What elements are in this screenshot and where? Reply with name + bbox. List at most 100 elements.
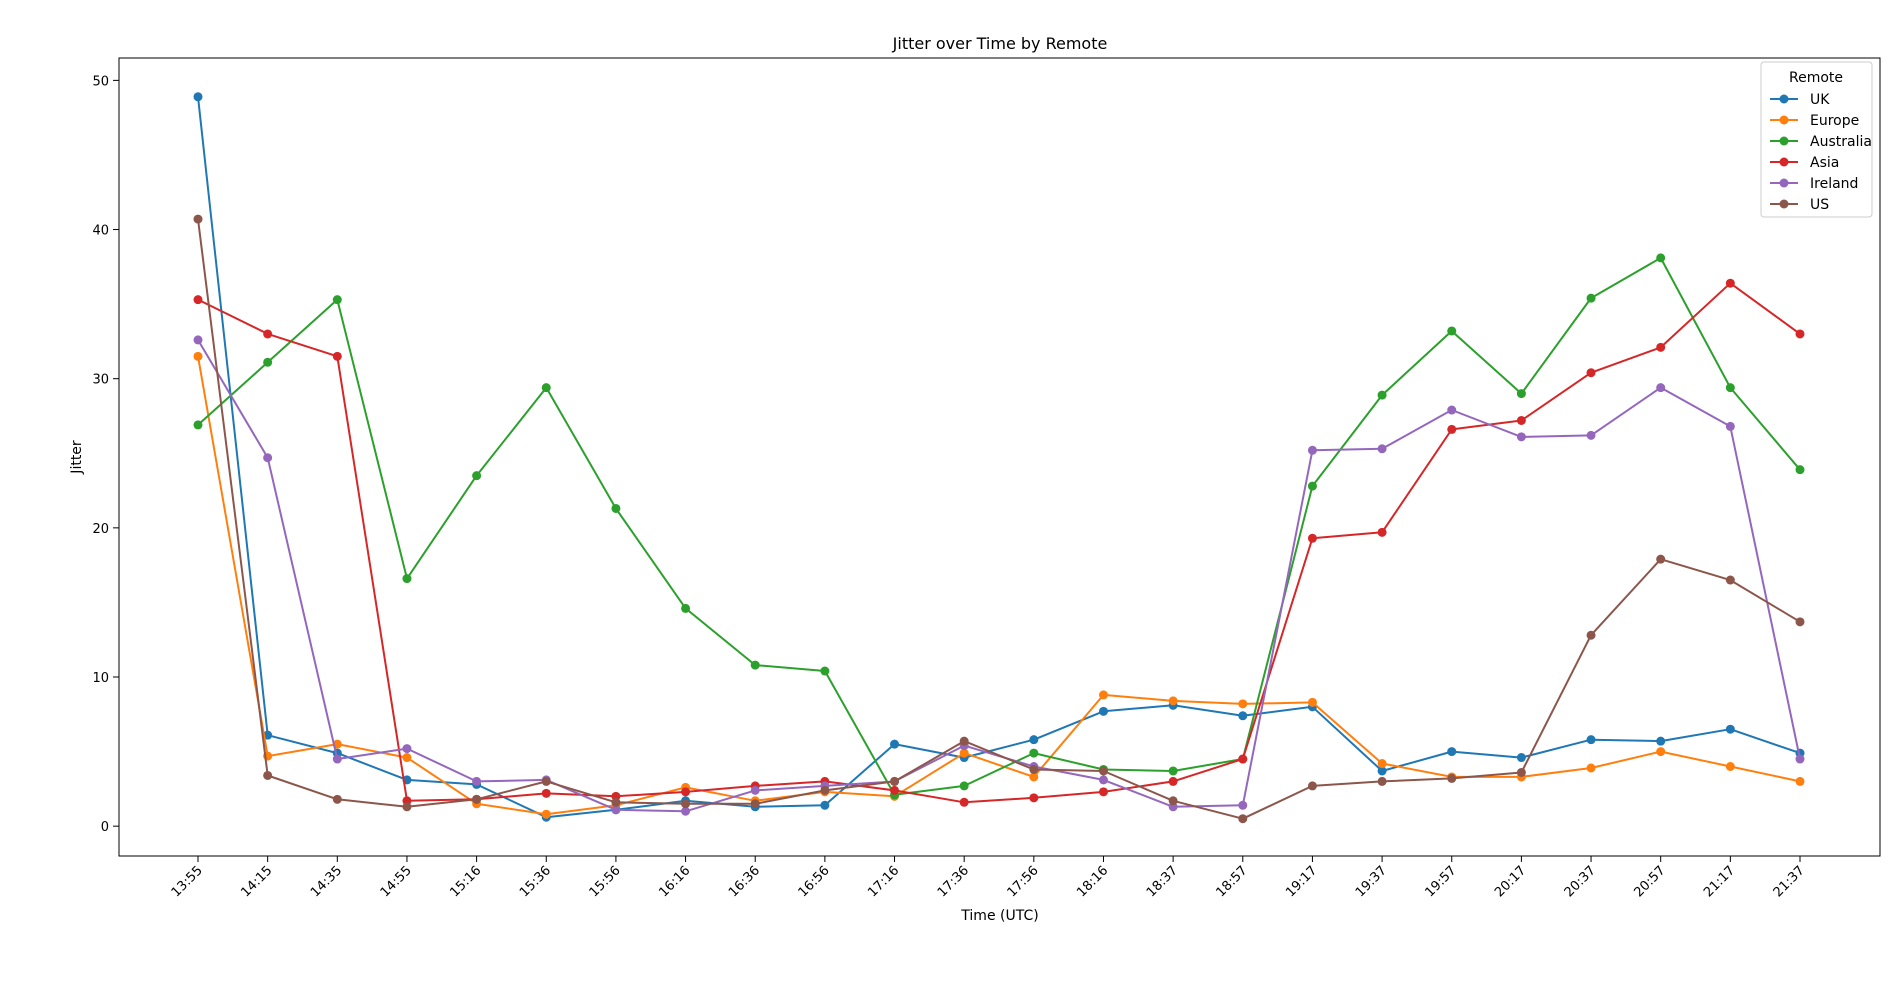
data-point xyxy=(1725,383,1735,393)
series-australia xyxy=(193,253,1805,800)
x-tick-label: 17:16 xyxy=(865,863,902,900)
legend: Remote UK Europe Australia Asia Ireland US xyxy=(1760,61,1873,218)
legend-marker xyxy=(1779,178,1789,188)
data-point xyxy=(1656,383,1666,393)
data-point xyxy=(890,739,900,749)
legend-label: Australia xyxy=(1810,134,1872,150)
data-point xyxy=(750,660,760,670)
data-point xyxy=(820,800,830,810)
data-point xyxy=(1795,465,1805,475)
data-point xyxy=(959,748,969,758)
data-point xyxy=(750,799,760,809)
data-point xyxy=(1238,814,1248,824)
data-point xyxy=(681,787,691,797)
data-point xyxy=(1168,776,1178,786)
data-point xyxy=(193,92,203,102)
data-point xyxy=(1098,706,1108,716)
series-ireland xyxy=(193,335,1805,816)
legend-label: Ireland xyxy=(1810,176,1858,192)
data-point xyxy=(332,351,342,361)
series-line xyxy=(197,256,1801,796)
series-uk xyxy=(193,92,1805,822)
data-point xyxy=(1656,554,1666,564)
legend-marker xyxy=(1779,157,1789,167)
legend-label: Asia xyxy=(1810,155,1839,171)
data-point xyxy=(1307,781,1317,791)
data-point xyxy=(611,805,621,815)
legend-marker xyxy=(1779,136,1789,146)
y-tick-label: 0 xyxy=(101,820,109,835)
x-tick-label: 14:55 xyxy=(378,863,415,900)
x-tick-label: 20:17 xyxy=(1492,863,1529,900)
data-point xyxy=(1377,766,1387,776)
data-point xyxy=(1795,329,1805,339)
data-point xyxy=(1307,697,1317,707)
series-us xyxy=(193,214,1805,824)
series-line xyxy=(197,96,1801,819)
data-point xyxy=(1307,533,1317,543)
data-point xyxy=(1098,690,1108,700)
data-point xyxy=(332,295,342,305)
data-point xyxy=(959,736,969,746)
series-line xyxy=(197,218,1801,820)
data-point xyxy=(1725,762,1735,772)
plot-area xyxy=(118,57,1881,857)
data-point xyxy=(750,785,760,795)
data-point xyxy=(402,802,412,812)
data-point xyxy=(1725,278,1735,288)
x-tick-label: 18:37 xyxy=(1144,863,1181,900)
data-point xyxy=(193,295,203,305)
legend-box xyxy=(1760,61,1873,218)
data-point xyxy=(193,420,203,430)
legend-item-asia: Asia xyxy=(1770,155,1839,171)
legend-label: US xyxy=(1810,197,1829,213)
series-layer xyxy=(193,92,1805,824)
data-point xyxy=(1377,444,1387,454)
data-point xyxy=(1098,775,1108,785)
data-point xyxy=(1098,766,1108,776)
data-point xyxy=(1377,390,1387,400)
data-point xyxy=(1656,253,1666,263)
x-tick-label: 17:36 xyxy=(935,863,972,900)
y-tick-label: 40 xyxy=(92,224,109,239)
legend-label: UK xyxy=(1810,92,1830,108)
data-point xyxy=(1656,342,1666,352)
x-axis-label: Time (UTC) xyxy=(960,908,1038,924)
data-point xyxy=(402,753,412,763)
y-axis: 0 10 20 30 40 50 xyxy=(92,74,119,835)
data-point xyxy=(1307,481,1317,491)
legend-marker xyxy=(1779,94,1789,104)
legend-item-uk: UK xyxy=(1770,92,1830,108)
x-tick-label: 19:37 xyxy=(1353,863,1390,900)
y-axis-label: Jitter xyxy=(69,440,85,475)
data-point xyxy=(541,383,551,393)
data-point xyxy=(193,351,203,361)
data-point xyxy=(541,776,551,786)
x-tick-label: 19:57 xyxy=(1422,863,1459,900)
legend-item-australia: Australia xyxy=(1770,134,1872,150)
data-point xyxy=(890,785,900,795)
data-point xyxy=(541,809,551,819)
x-tick-label: 21:17 xyxy=(1701,863,1738,900)
y-tick-label: 50 xyxy=(92,74,109,89)
data-point xyxy=(1795,617,1805,627)
data-point xyxy=(1447,773,1457,783)
data-point xyxy=(681,806,691,816)
x-tick-label: 20:37 xyxy=(1562,863,1599,900)
data-point xyxy=(820,666,830,676)
data-point xyxy=(1029,772,1039,782)
x-tick-label: 17:56 xyxy=(1005,863,1042,900)
data-point xyxy=(681,799,691,809)
legend-marker xyxy=(1779,199,1789,209)
data-point xyxy=(193,335,203,345)
data-point xyxy=(332,754,342,764)
data-point xyxy=(1238,699,1248,709)
data-point xyxy=(1447,326,1457,336)
data-point xyxy=(1238,754,1248,764)
data-point xyxy=(1586,430,1596,440)
series-line xyxy=(197,282,1801,804)
data-point xyxy=(263,770,273,780)
x-tick-label: 20:57 xyxy=(1631,863,1668,900)
data-point xyxy=(1586,368,1596,378)
